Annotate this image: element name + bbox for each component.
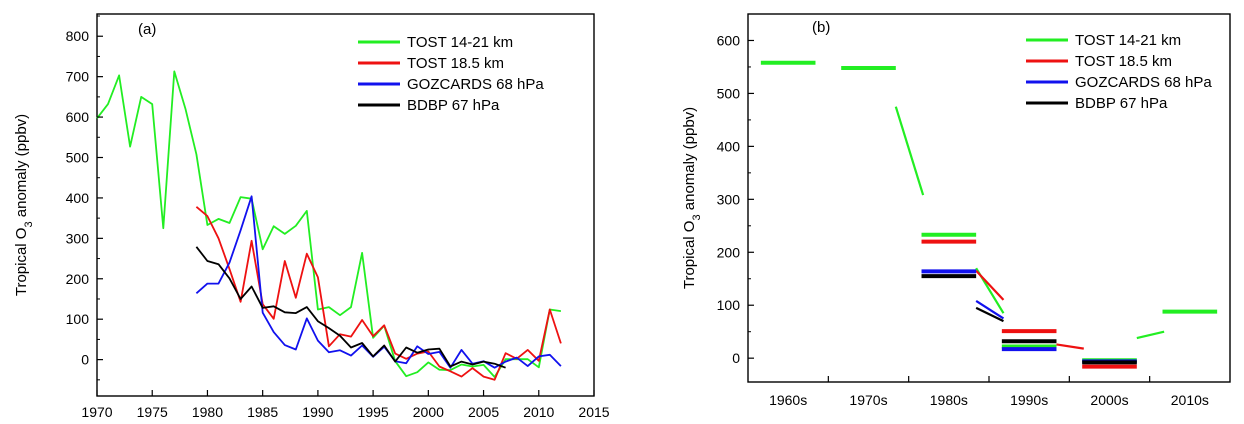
decade-transition-tost-18-5-km [1056, 343, 1084, 350]
x-tick-label: 1985 [247, 404, 278, 420]
panel-a-series-group [96, 70, 562, 381]
panel-b-y-axis-title: Tropical O3 anomaly (ppbv) [681, 107, 703, 289]
x-tick-label: 1960s [769, 392, 807, 408]
panel-b-y-axis: 0 100 200 300 400 500 600 [717, 32, 754, 366]
panel-b-x-axis: 1960s 1970s 1980s 1990s 2000s 2010s [769, 376, 1209, 408]
panel-a-plot-frame [96, 13, 595, 397]
x-tick-label: 2015 [578, 404, 609, 420]
legend-label-gozcards-68-hpa: GOZCARDS 68 hPa [1075, 74, 1212, 91]
decade-transition-tost-18-5-km [975, 270, 1005, 301]
decade-transition-tost-14-21-km [894, 106, 925, 196]
y-tick-label: 400 [66, 190, 90, 206]
y-tick-label: 100 [66, 311, 90, 327]
x-tick-label: 2000s [1090, 392, 1128, 408]
panel-b-legend: TOST 14-21 km TOST 18.5 km GOZCARDS 68 hPa… [1026, 32, 1212, 112]
series-line-tost-18-5-km [195, 206, 562, 381]
x-tick-label: 1990s [1010, 392, 1048, 408]
x-tick-label: 2010s [1171, 392, 1209, 408]
y-tick-label: 0 [81, 352, 89, 368]
decade-transition-bdbp-67-hpa [975, 306, 1004, 323]
panel-a-y-axis-title: Tropical O3 anomaly (ppbv) [13, 114, 35, 296]
panel-a-x-axis: 1970 1975 1980 1985 1990 1995 2000 2005 2010 2015 [81, 390, 610, 420]
x-tick-label: 1970 [81, 404, 112, 420]
panel-a-y-axis: 0 100 200 300 400 500 600 700 800 [66, 15, 103, 381]
legend-label-tost-14-21-km: TOST 14-21 km [1075, 32, 1181, 49]
y-tick-label: 100 [717, 297, 741, 313]
x-tick-label: 1970s [849, 392, 887, 408]
series-line-gozcards-68-hpa [195, 195, 562, 369]
legend-label-tost-18-5-km: TOST 18.5 km [407, 55, 504, 72]
panel-b-decadal-chart: 0 100 200 300 400 500 600 1960s 1970s 1980s 1990s… [681, 13, 1231, 408]
series-line-bdbp-67-hpa [195, 246, 506, 369]
y-tick-label: 600 [717, 32, 741, 48]
panel-b-label: (b) [812, 19, 830, 36]
y-tick-label: 600 [66, 109, 90, 125]
y-tick-label: 500 [66, 150, 90, 166]
decade-transition-tost-14-21-km [1136, 330, 1165, 340]
y-tick-label: 800 [66, 28, 90, 44]
y-tick-label: 700 [66, 69, 90, 85]
legend-label-bdbp-67-hpa: BDBP 67 hPa [1075, 95, 1168, 112]
y-tick-label: 400 [717, 138, 741, 154]
x-tick-label: 1995 [358, 404, 389, 420]
y-tick-label: 300 [66, 230, 90, 246]
x-tick-label: 2000 [413, 404, 444, 420]
legend-label-tost-14-21-km: TOST 14-21 km [407, 34, 513, 51]
y-tick-label: 200 [717, 244, 741, 260]
x-tick-label: 1980s [930, 392, 968, 408]
panel-a-label: (a) [138, 21, 156, 38]
y-tick-label: 500 [717, 85, 741, 101]
x-tick-label: 1990 [302, 404, 333, 420]
panel-b-series-group [760, 60, 1218, 369]
y-tick-label: 200 [66, 271, 90, 287]
legend-label-gozcards-68-hpa: GOZCARDS 68 hPa [407, 76, 544, 93]
x-tick-label: 1975 [137, 404, 168, 420]
x-tick-label: 1980 [192, 404, 223, 420]
panel-a-legend: TOST 14-21 km TOST 18.5 km GOZCARDS 68 hPa… [358, 34, 544, 114]
x-tick-label: 2005 [468, 404, 499, 420]
legend-label-tost-18-5-km: TOST 18.5 km [1075, 53, 1172, 70]
series-line-tost-14-21-km [96, 70, 562, 378]
y-tick-label: 300 [717, 191, 741, 207]
decade-transition-gozcards-68-hpa [975, 300, 1005, 320]
x-tick-label: 2010 [523, 404, 554, 420]
y-tick-label: 0 [732, 350, 740, 366]
legend-label-bdbp-67-hpa: BDBP 67 hPa [407, 97, 500, 114]
